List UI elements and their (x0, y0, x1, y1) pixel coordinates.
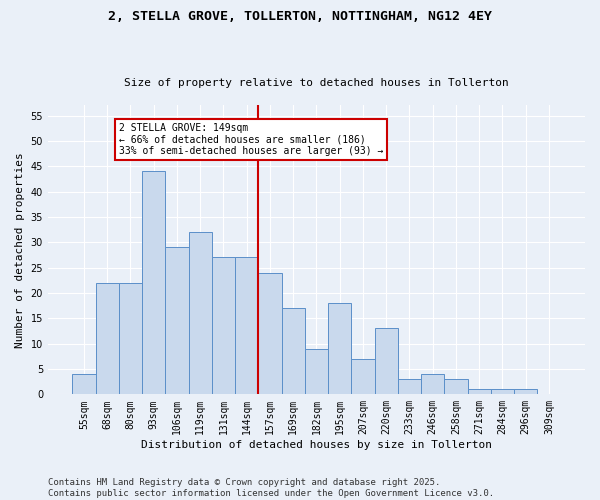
Bar (95, 283, 119, 395)
Bar (328, 303, 352, 394)
Bar (73, 374, 95, 394)
Bar (305, 348, 328, 395)
Title: Size of property relative to detached houses in Tollerton: Size of property relative to detached ho… (124, 78, 509, 88)
Bar (119, 283, 142, 395)
Bar (421, 374, 445, 394)
Bar (467, 390, 491, 394)
Bar (514, 390, 538, 394)
Text: 2 STELLA GROVE: 149sqm
← 66% of detached houses are smaller (186)
33% of semi-de: 2 STELLA GROVE: 149sqm ← 66% of detached… (119, 123, 383, 156)
Y-axis label: Number of detached properties: Number of detached properties (15, 152, 25, 348)
X-axis label: Distribution of detached houses by size in Tollerton: Distribution of detached houses by size … (141, 440, 492, 450)
Bar (259, 272, 281, 394)
Bar (491, 390, 514, 394)
Bar (352, 359, 374, 394)
Bar (445, 379, 467, 394)
Bar (398, 379, 421, 394)
Bar (166, 248, 188, 394)
Bar (188, 232, 212, 394)
Text: Contains HM Land Registry data © Crown copyright and database right 2025.
Contai: Contains HM Land Registry data © Crown c… (48, 478, 494, 498)
Text: 2, STELLA GROVE, TOLLERTON, NOTTINGHAM, NG12 4EY: 2, STELLA GROVE, TOLLERTON, NOTTINGHAM, … (108, 10, 492, 23)
Bar (374, 328, 398, 394)
Bar (142, 172, 166, 394)
Bar (235, 258, 259, 394)
Bar (212, 258, 235, 394)
Bar (281, 308, 305, 394)
